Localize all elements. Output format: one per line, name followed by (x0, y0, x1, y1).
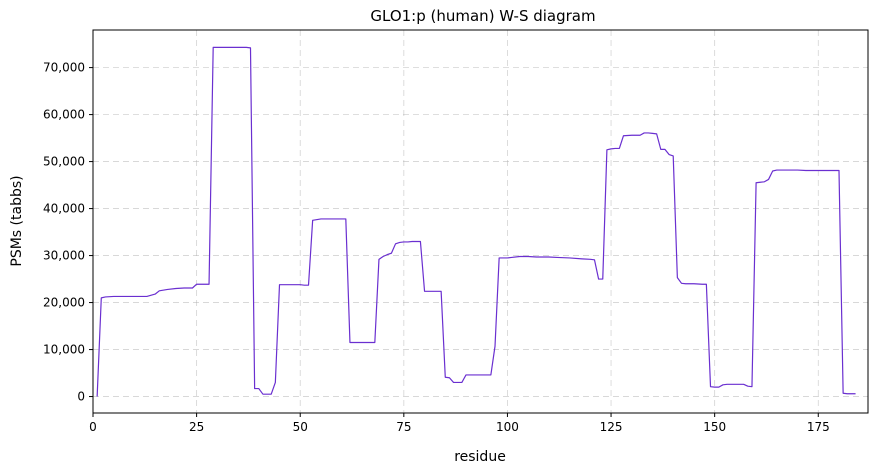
x-axis: 0 25 50 75 100 125 150 175 (89, 413, 830, 434)
series-line (96, 46, 856, 397)
x-tick-label: 0 (89, 420, 97, 434)
y-tick-label: 70,000 (43, 61, 85, 75)
grid (92, 30, 868, 413)
y-tick-label: 10,000 (43, 343, 85, 357)
y-axis-label: PSMs (tabbs) (9, 175, 25, 266)
plot-frame (92, 29, 869, 414)
y-tick-label: 0 (77, 390, 85, 404)
y-axis: 0 10,000 20,000 30,000 40,000 50,000 60,000 70,… (43, 61, 93, 404)
series-polyline (96, 46, 856, 397)
y-tick-label: 40,000 (43, 202, 85, 216)
x-tick-label: 75 (396, 420, 411, 434)
x-tick-label: 50 (293, 420, 308, 434)
chart-title: GLO1:p (human) W-S diagram (370, 7, 595, 25)
x-tick-label: 100 (496, 420, 519, 434)
x-tick-label: 150 (703, 420, 726, 434)
x-tick-label: 125 (600, 420, 623, 434)
y-tick-label: 20,000 (43, 296, 85, 310)
y-tick-label: 50,000 (43, 155, 85, 169)
y-tick-label: 30,000 (43, 249, 85, 263)
x-axis-label: residue (454, 449, 506, 465)
y-tick-label: 60,000 (43, 108, 85, 122)
x-tick-label: 175 (807, 420, 830, 434)
x-tick-label: 25 (189, 420, 204, 434)
